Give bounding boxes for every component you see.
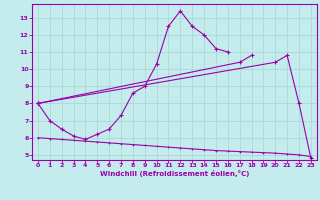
X-axis label: Windchill (Refroidissement éolien,°C): Windchill (Refroidissement éolien,°C) <box>100 170 249 177</box>
